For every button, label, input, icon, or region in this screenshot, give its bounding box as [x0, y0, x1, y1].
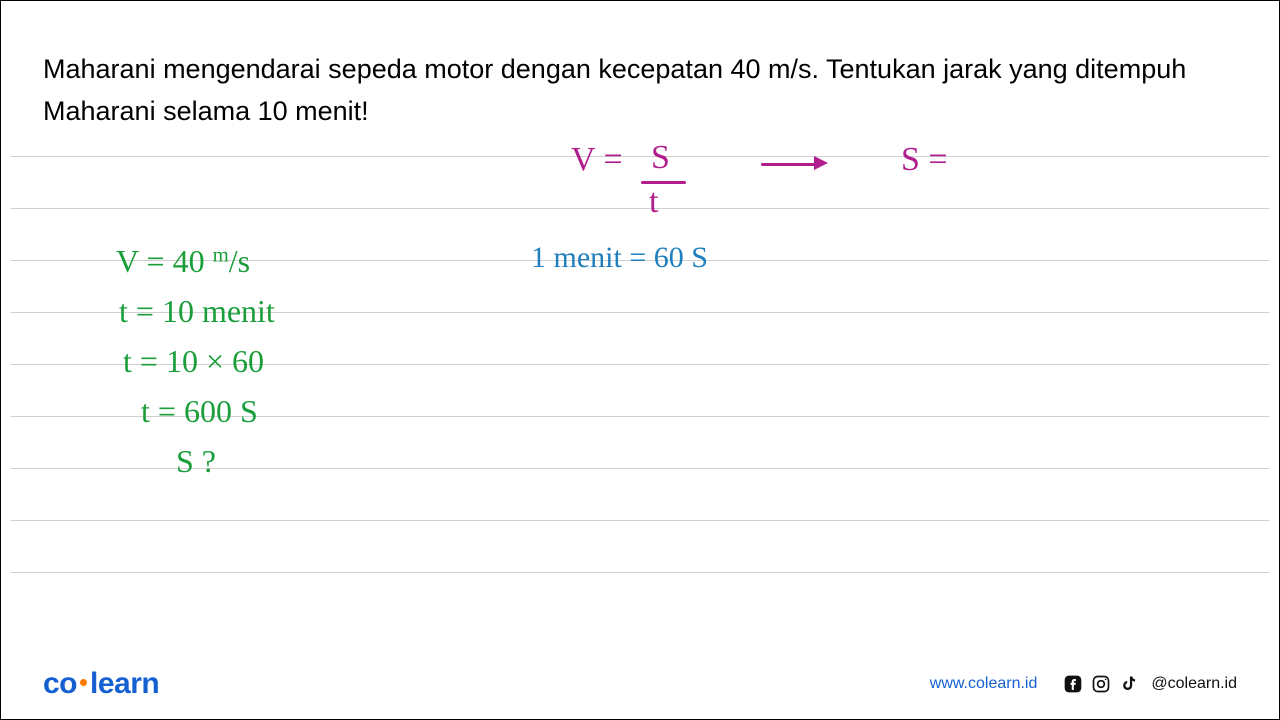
given-velocity: V = 40 m/s — [116, 243, 250, 280]
given-velocity-value: V = 40 — [116, 243, 213, 279]
footer: colearn www.colearn.id @colearn.id — [1, 649, 1279, 719]
given-time-1: t = 10 menit — [119, 293, 275, 330]
given-time-3: t = 600 S — [141, 393, 258, 430]
facebook-icon[interactable] — [1063, 674, 1083, 694]
rule-line — [11, 572, 1269, 573]
brand-logo: colearn — [43, 667, 159, 701]
unit-conversion: 1 menit = 60 S — [531, 241, 708, 275]
rule-line — [11, 520, 1269, 521]
fraction-bar — [641, 181, 686, 184]
rule-line — [11, 156, 1269, 157]
formula-numerator: S — [651, 139, 670, 177]
tiktok-icon[interactable] — [1119, 674, 1139, 694]
brand-dot-icon — [80, 679, 87, 686]
arrow-shaft — [761, 163, 816, 166]
unit-per-s: /s — [229, 243, 250, 279]
formula-lhs: V = — [571, 141, 623, 179]
social-handle: @colearn.id — [1151, 675, 1237, 693]
brand-learn: learn — [90, 667, 159, 700]
instagram-icon[interactable] — [1091, 674, 1111, 694]
formula-denominator: t — [649, 183, 658, 221]
rule-line — [11, 208, 1269, 209]
question-text: Maharani mengendarai sepeda motor dengan… — [43, 49, 1237, 133]
formula-rhs: S = — [901, 141, 948, 179]
unit-m: m — [213, 244, 229, 267]
arrow-head-icon — [814, 156, 828, 170]
website-link[interactable]: www.colearn.id — [930, 675, 1038, 693]
asked-variable: S ? — [176, 443, 216, 480]
page: Maharani mengendarai sepeda motor dengan… — [1, 1, 1279, 719]
social-links: @colearn.id — [1063, 674, 1237, 694]
brand-co: co — [43, 667, 77, 700]
question-line-2: Maharani selama 10 menit! — [43, 96, 369, 126]
question-line-1: Maharani mengendarai sepeda motor dengan… — [43, 54, 1186, 84]
given-time-2: t = 10 × 60 — [123, 343, 264, 380]
